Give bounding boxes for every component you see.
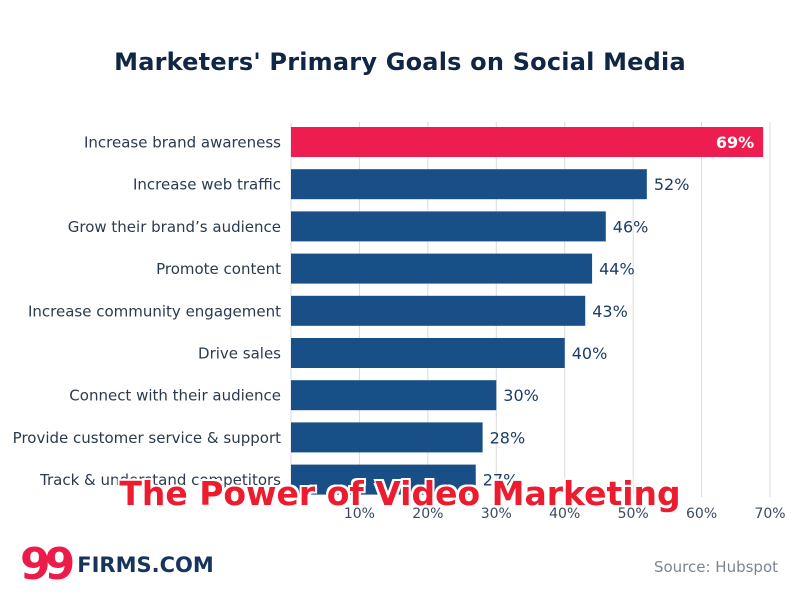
x-tick-label: 30% bbox=[481, 506, 512, 522]
bar bbox=[291, 253, 593, 284]
bars bbox=[291, 127, 764, 495]
overlay-caption: The Power of Video Marketing bbox=[119, 474, 681, 513]
category-labels: Increase brand awareness Increase web tra… bbox=[13, 134, 282, 490]
chart-title: Marketers' Primary Goals on Social Media bbox=[114, 48, 686, 76]
bar bbox=[291, 169, 647, 200]
x-tick-label: 40% bbox=[549, 506, 580, 522]
value-label: 69% bbox=[716, 133, 754, 152]
x-tick-label: 60% bbox=[686, 506, 717, 522]
value-label: 43% bbox=[592, 302, 628, 321]
value-label: 52% bbox=[654, 175, 690, 194]
x-tick-label: 10% bbox=[344, 506, 375, 522]
category-label: Increase brand awareness bbox=[84, 134, 281, 152]
bar bbox=[291, 211, 606, 242]
category-label: Drive sales bbox=[198, 345, 281, 363]
logo-text: FIRMS.COM bbox=[77, 553, 214, 577]
bar bbox=[291, 127, 764, 157]
x-tick-label: 20% bbox=[412, 506, 443, 522]
value-label: 30% bbox=[503, 386, 539, 405]
value-label: 46% bbox=[613, 217, 649, 236]
bar bbox=[291, 464, 476, 495]
category-label: Increase web traffic bbox=[133, 176, 281, 194]
source-note: Source: Hubspot bbox=[653, 558, 778, 576]
value-label: 44% bbox=[599, 260, 635, 279]
category-label: Increase community engagement bbox=[28, 302, 281, 320]
category-label: Track & understand competitors bbox=[39, 471, 281, 489]
value-label: 28% bbox=[490, 428, 526, 447]
x-tick-label: 70% bbox=[754, 506, 785, 522]
category-label: Promote content bbox=[156, 260, 281, 278]
x-tick-labels: 10% 20% 30% 40% 50% 60% 70% bbox=[344, 506, 786, 522]
category-label: Connect with their audience bbox=[69, 387, 281, 405]
x-tick-label: 50% bbox=[618, 506, 649, 522]
logo-mark: 99 bbox=[20, 539, 75, 590]
value-labels: 69% 52% 46% 44% 43% 40% 30% 28% 27% bbox=[483, 133, 754, 490]
bar bbox=[291, 338, 565, 368]
value-label: 27% bbox=[483, 471, 519, 490]
category-label: Provide customer service & support bbox=[13, 429, 281, 447]
value-label: 40% bbox=[572, 344, 608, 363]
bar bbox=[291, 422, 483, 453]
category-label: Grow their brand’s audience bbox=[68, 218, 281, 236]
bar bbox=[291, 295, 586, 326]
firms-logo: 99 FIRMS.COM bbox=[20, 539, 214, 590]
bar bbox=[291, 380, 497, 411]
